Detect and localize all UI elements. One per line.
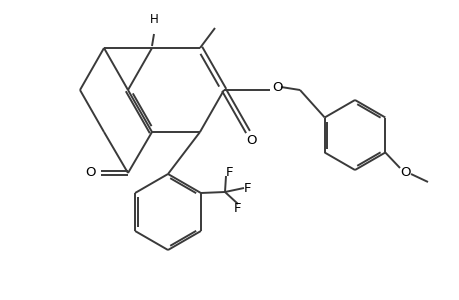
Text: O: O (400, 166, 410, 178)
Text: O: O (85, 167, 96, 179)
Text: O: O (272, 80, 283, 94)
Text: H: H (149, 13, 158, 26)
Text: F: F (244, 182, 251, 194)
Text: O: O (246, 134, 257, 146)
Text: F: F (234, 202, 241, 214)
Text: F: F (226, 166, 233, 178)
